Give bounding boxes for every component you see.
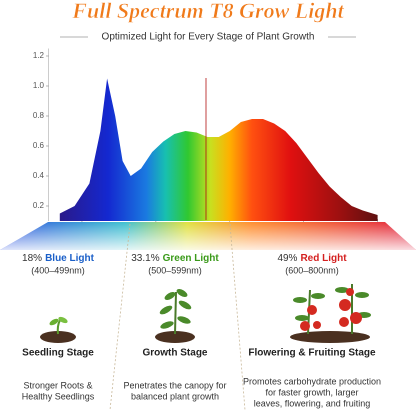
- y-tick-label: 0.8: [33, 111, 45, 120]
- stage-description: for faster growth, larger: [265, 387, 358, 397]
- title: Full Spectrum T8 Grow Light: [71, 0, 344, 23]
- band-name: Blue Light: [45, 253, 95, 264]
- stage-title: Flowering & Fruiting Stage: [248, 348, 376, 359]
- band-range: (600–800nm): [285, 265, 339, 275]
- fruiting-illustration: [290, 284, 371, 343]
- band-percent: 33.1%: [131, 253, 159, 264]
- dividers: [109, 223, 246, 411]
- y-tick-label: 0.4: [33, 171, 45, 180]
- stage-description: leaves, flowering, and fruiting: [254, 398, 371, 408]
- y-tick-label: 1.0: [33, 81, 45, 90]
- spectrum-chart: 0.20.40.60.81.01.2400500600700800: [33, 48, 385, 231]
- band-label: 49% Red Light: [277, 253, 347, 264]
- band-label: 33.1% Green Light: [131, 253, 219, 264]
- band-percent: 49%: [277, 253, 297, 264]
- seedling-illustration: [40, 316, 76, 343]
- stage-title: Seedling Stage: [22, 348, 94, 359]
- band-range: (400–499nm): [31, 265, 85, 275]
- columns: 18% Blue Light(400–499nm) 33.1% Green Light…: [22, 253, 381, 409]
- y-tick-label: 0.6: [33, 141, 45, 150]
- band-label: 18% Blue Light: [22, 253, 95, 264]
- light-floor-fade: [0, 222, 416, 250]
- band-name: Red Light: [300, 253, 347, 264]
- band-percent: 18%: [22, 253, 42, 264]
- y-tick-label: 1.2: [33, 51, 45, 60]
- stage-description: Healthy Seedlings: [22, 391, 95, 401]
- spectrum-area: [59, 78, 378, 221]
- stage-title: Growth Stage: [142, 348, 207, 359]
- y-tick-label: 0.2: [33, 201, 45, 210]
- stage-description: Stronger Roots &: [23, 380, 92, 390]
- subtitle: Optimized Light for Every Stage of Plant…: [102, 32, 315, 43]
- band-range: (500–599nm): [148, 265, 202, 275]
- stage-description: Promotes carbohydrate production: [243, 376, 381, 386]
- stage-description: balanced plant growth: [131, 391, 219, 401]
- stage-description: Penetrates the canopy for: [123, 380, 226, 390]
- growth-illustration: [155, 289, 195, 343]
- band-name: Green Light: [163, 253, 220, 264]
